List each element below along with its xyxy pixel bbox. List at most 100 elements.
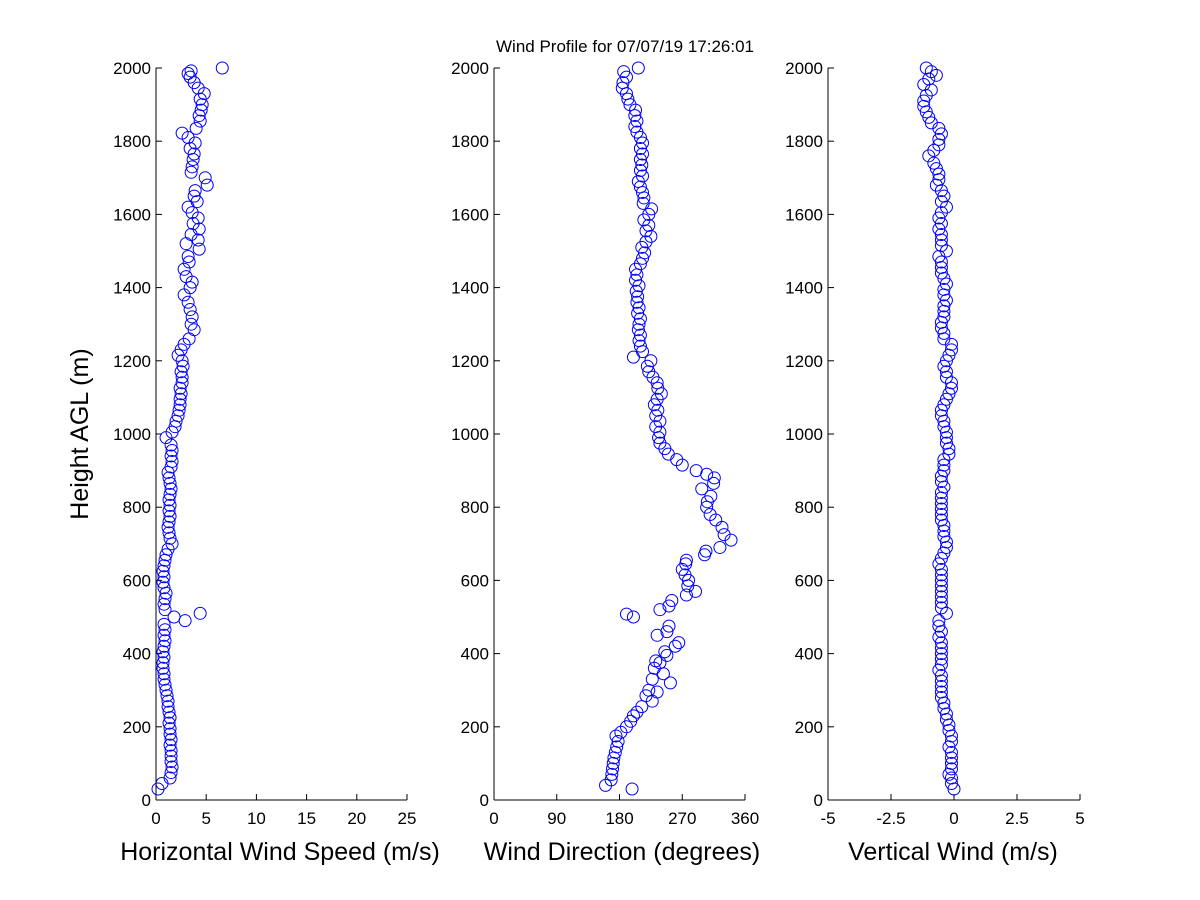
- speed-data-point: [156, 661, 170, 675]
- speed-data-point: [164, 460, 178, 474]
- direction-data-point: [605, 767, 619, 781]
- direction-data-point: [633, 180, 647, 194]
- direction-data-point: [633, 339, 647, 353]
- direction-x-tick-label: 360: [731, 809, 759, 828]
- direction-data-point: [636, 185, 650, 199]
- direction-data-point: [660, 648, 674, 662]
- speed-data-point: [215, 61, 229, 75]
- direction-data-point: [707, 476, 721, 490]
- vertical-data-point: [934, 691, 948, 705]
- speed-data-point: [187, 189, 201, 203]
- speed-data-point: [177, 262, 191, 276]
- direction-y-tick-label: 1400: [451, 279, 489, 298]
- speed-data-point: [158, 592, 172, 606]
- direction-data-point: [619, 607, 633, 621]
- speed-data-point: [181, 295, 195, 309]
- vertical-data-point: [934, 685, 948, 699]
- vertical-data-point: [937, 310, 951, 324]
- speed-data-point: [185, 160, 199, 174]
- speed-data-point: [181, 249, 195, 263]
- direction-data-point: [636, 147, 650, 161]
- vertical-data-point: [934, 652, 948, 666]
- speed-data-point: [156, 575, 170, 589]
- direction-data-point: [658, 645, 672, 659]
- speed-data-point: [161, 694, 175, 708]
- direction-x-tick-label: 270: [668, 809, 696, 828]
- speed-data-point: [163, 711, 177, 725]
- speed-data-point: [162, 515, 176, 529]
- speed-data-point: [157, 617, 171, 631]
- vertical-data-point: [934, 562, 948, 576]
- direction-data-point: [630, 295, 644, 309]
- vertical-data-point: [934, 636, 948, 650]
- direction-data-point: [689, 464, 703, 478]
- direction-x-tick-label: 180: [605, 809, 633, 828]
- panel-vertical-wind: 0 200 400 600 800 1000 1200 1400 1600 1800 2000 -5…: [785, 59, 1085, 866]
- speed-data-point: [162, 471, 176, 485]
- vertical-data-point: [934, 502, 948, 516]
- direction-data-point: [636, 196, 650, 210]
- direction-data-point: [649, 409, 663, 423]
- speed-y-tick-label: 2000: [113, 59, 151, 78]
- vertical-data-point: [934, 584, 948, 598]
- speed-data-point: [165, 454, 179, 468]
- speed-data-point: [194, 103, 208, 117]
- speed-data-point: [179, 270, 193, 284]
- speed-y-tick-label: 1600: [113, 205, 151, 224]
- vertical-data-point: [934, 266, 948, 280]
- speed-data-point: [162, 716, 176, 730]
- speed-data-point: [158, 603, 172, 617]
- vertical-data-point: [937, 282, 951, 296]
- speed-data-point: [157, 672, 171, 686]
- direction-data-point: [635, 700, 649, 714]
- direction-y-tick-label: 1600: [451, 205, 489, 224]
- speed-data-point: [164, 755, 178, 769]
- speed-data-point: [163, 531, 177, 545]
- direction-data-point: [626, 610, 640, 624]
- speed-data-point: [157, 581, 171, 595]
- speed-data-point: [162, 504, 176, 518]
- direction-data-point: [633, 257, 647, 271]
- vertical-data-point: [939, 354, 953, 368]
- vertical-y-tick-label: 1600: [785, 205, 823, 224]
- direction-data-point: [679, 588, 693, 602]
- speed-data-point: [183, 303, 197, 317]
- direction-data-point: [672, 636, 686, 650]
- direction-y-tick-label: 0: [480, 791, 489, 810]
- vertical-data-point: [944, 745, 958, 759]
- direction-data-point: [699, 544, 713, 558]
- direction-y-tick-label: 1800: [451, 132, 489, 151]
- direction-data-point: [631, 290, 645, 304]
- direction-data-point: [665, 594, 679, 608]
- direction-data-point: [663, 676, 677, 690]
- speed-data-point: [188, 184, 202, 198]
- vertical-y-tick-label: 1400: [785, 279, 823, 298]
- vertical-data-point: [932, 557, 946, 571]
- vertical-data-point: [944, 343, 958, 357]
- direction-data-point: [633, 153, 647, 166]
- vertical-data-point: [944, 762, 958, 776]
- direction-data-point: [653, 603, 667, 617]
- vertical-data-point: [934, 228, 948, 242]
- direction-points: [599, 61, 738, 796]
- vertical-y-tick-label: 800: [795, 498, 823, 517]
- direction-data-point: [606, 762, 620, 776]
- speed-data-point: [157, 597, 171, 611]
- speed-data-point: [158, 623, 172, 637]
- vertical-data-point: [934, 551, 948, 565]
- vertical-y-ticks: 0 200 400 600 800 1000 1200 1400 1600 1800 2000: [785, 59, 834, 810]
- speed-data-point: [164, 438, 178, 452]
- speed-data-point: [159, 683, 173, 697]
- direction-data-point: [633, 163, 647, 177]
- speed-data-point: [183, 70, 197, 84]
- vertical-y-tick-label: 600: [795, 571, 823, 590]
- direction-data-point: [644, 354, 658, 368]
- direction-data-point: [632, 334, 646, 348]
- vertical-y-tick-label: 0: [814, 791, 823, 810]
- speed-data-point: [162, 705, 176, 719]
- direction-data-point: [651, 381, 665, 395]
- vertical-data-point: [944, 777, 958, 791]
- direction-data-point: [713, 540, 727, 554]
- speed-data-point: [160, 689, 174, 703]
- speed-data-point: [193, 606, 207, 620]
